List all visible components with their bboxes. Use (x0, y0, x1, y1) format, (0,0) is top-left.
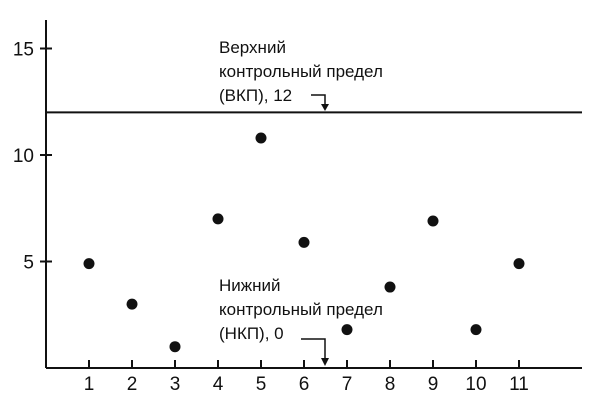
lcl-arrowhead (321, 358, 329, 366)
x-tick-label: 8 (385, 374, 396, 395)
x-tick-label: 1 (84, 374, 95, 395)
data-point (298, 236, 310, 248)
x-tick-label: 10 (465, 374, 486, 395)
ucl-arrow (311, 94, 326, 106)
ucl-label-line: (ВКП), 12 (219, 86, 292, 105)
x-tick-label: 2 (127, 374, 138, 395)
data-point (384, 281, 396, 293)
y-tick-label: 5 (23, 253, 34, 274)
annotations: Верхний контрольный предел (ВКП), 12 Нижний… (219, 38, 383, 366)
data-point (169, 341, 181, 353)
axes (45, 20, 582, 369)
lcl-arrow (301, 338, 326, 360)
x-tick-label: 11 (509, 374, 529, 395)
ticks: 5 10 15 1 2 3 4 5 6 7 8 9 10 11 (13, 40, 529, 396)
lcl-label-line: (НКП), 0 (219, 324, 284, 343)
x-tick-label: 4 (213, 374, 224, 395)
lcl-label-line: контрольный предел (219, 300, 383, 319)
data-point (212, 213, 224, 225)
y-tick-label: 15 (13, 40, 34, 61)
data-point (513, 258, 525, 270)
data-point (341, 324, 353, 336)
y-tick-label: 10 (13, 146, 34, 167)
data-point (83, 258, 95, 270)
data-point (126, 298, 138, 310)
ucl-label-line: контрольный предел (219, 62, 383, 81)
lcl-label-line: Нижний (219, 276, 281, 295)
x-tick-label: 5 (256, 374, 267, 395)
x-tick-label: 7 (342, 374, 353, 395)
x-tick-label: 9 (428, 374, 439, 395)
x-tick-label: 3 (170, 374, 181, 395)
ucl-arrowhead (321, 104, 329, 111)
ucl-label-line: Верхний (219, 38, 286, 57)
x-tick-label: 6 (299, 374, 310, 395)
data-point (255, 132, 267, 144)
data-point (427, 215, 439, 227)
data-point (470, 324, 482, 336)
data-points (83, 132, 525, 353)
